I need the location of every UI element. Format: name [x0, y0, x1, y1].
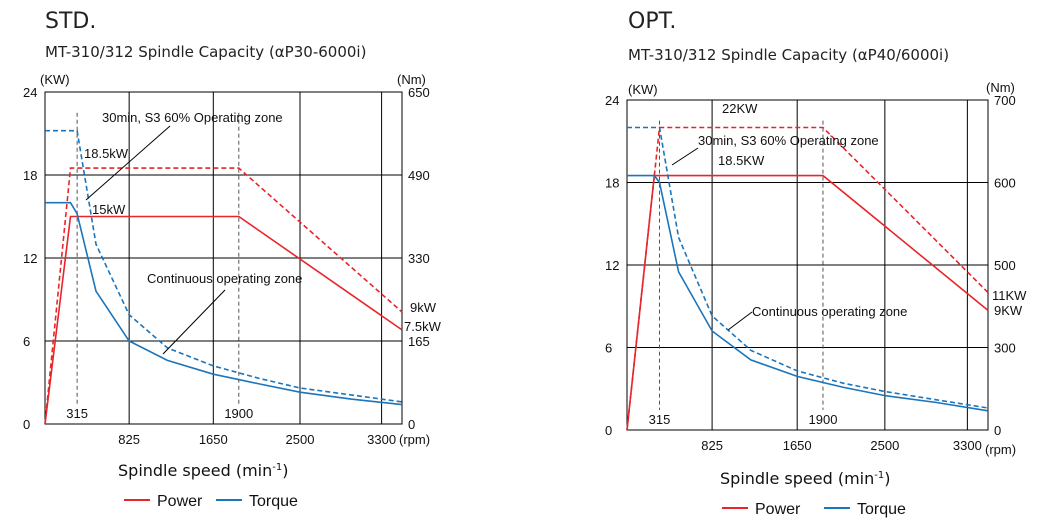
std-chart: STD. MT-310/312 Spindle Capacity (αP30-6…	[23, 9, 442, 510]
std-zone-s3-label: 30min, S3 60% Operating zone	[102, 110, 283, 125]
std-y-left-tick-label: 18	[23, 168, 37, 183]
opt-y-right-tick-label: 500	[994, 258, 1016, 273]
std-x-unit: (rpm)	[399, 432, 430, 447]
std-y-right-tick-label: 650	[408, 85, 430, 100]
std-y-right-tick-label: 490	[408, 168, 430, 183]
opt-y-right-tick-label: 700	[994, 93, 1016, 108]
std-marker-label: 1900	[224, 406, 253, 421]
opt-y-right-tick-label: 0	[994, 423, 1001, 438]
std-marker-label: 315	[66, 406, 88, 421]
std-y-right-tick-label: 0	[408, 417, 415, 432]
std-y-right-tick-label: 165	[408, 334, 430, 349]
std-plot-area: 0 6 12 18 24 0 165 330 490 650 825 1650 2500 3300 315 1…	[23, 85, 430, 447]
std-y-left-tick-label: 12	[23, 251, 37, 266]
opt-torque-dashed-curve	[627, 126, 989, 409]
opt-right-unit: (Nm)	[986, 80, 1015, 95]
std-title: MT-310/312 Spindle Capacity (αP30-6000i)	[45, 43, 366, 61]
opt-x-tick-label: 2500	[870, 438, 899, 453]
std-power-cont-label: 15kW	[92, 202, 126, 217]
std-power-s3-label: 18.5kW	[84, 146, 129, 161]
opt-y-left-tick-label: 18	[605, 176, 619, 191]
std-y-right-tick-label: 330	[408, 251, 430, 266]
std-zone-s3-pointer	[85, 125, 171, 201]
std-left-unit: (KW)	[40, 72, 70, 87]
opt-y-left-tick-label: 24	[605, 93, 619, 108]
opt-x-unit: (rpm)	[985, 442, 1016, 457]
opt-zone-continuous-pointer	[727, 311, 753, 331]
opt-power-end-cont-label: 9KW	[994, 303, 1023, 318]
opt-power-s3-label: 22KW	[722, 101, 758, 116]
opt-power-end-s3-label: 11KW	[992, 288, 1027, 303]
std-y-left-tick-label: 24	[23, 85, 37, 100]
opt-power-cont-label: 18.5KW	[718, 153, 765, 168]
opt-y-right-tick-label: 300	[994, 341, 1016, 356]
std-right-unit: (Nm)	[397, 72, 426, 87]
opt-title: MT-310/312 Spindle Capacity (αP40/6000i)	[628, 46, 949, 64]
std-legend-torque-label: Torque	[249, 493, 298, 510]
opt-legend: Power Torque	[722, 501, 906, 518]
opt-legend-power-label: Power	[755, 501, 801, 518]
opt-y-right-tick-label: 600	[994, 176, 1016, 191]
opt-zone-s3-pointer	[671, 147, 699, 166]
opt-plot-area: 0 6 12 18 24 0 300 500 600 700 825 1650 2500 3300 315 1…	[605, 93, 1016, 453]
opt-left-unit: (KW)	[628, 82, 658, 97]
opt-legend-torque-label: Torque	[857, 501, 906, 518]
opt-y-left-tick-label: 0	[605, 423, 612, 438]
std-power-end-s3-label: 9kW	[410, 300, 437, 315]
std-torque-solid-curve	[45, 201, 403, 406]
std-x-axis-title: Spindle speed (min-1)	[118, 461, 289, 480]
std-torque-dashed-curve	[45, 129, 403, 403]
opt-x-axis-title: Spindle speed (min-1)	[720, 469, 891, 488]
opt-x-tick-label: 1650	[783, 438, 812, 453]
std-legend: Power Torque	[124, 493, 298, 510]
opt-chart: OPT. MT-310/312 Spindle Capacity (αP40/6…	[605, 9, 1027, 518]
std-x-tick-label: 1650	[199, 432, 228, 447]
opt-marker-label: 1900	[809, 412, 838, 427]
std-power-solid-curve	[44, 215, 403, 425]
opt-heading: OPT.	[628, 9, 676, 34]
opt-x-tick-label: 825	[701, 438, 723, 453]
opt-y-left-tick-label: 6	[605, 341, 612, 356]
opt-zone-s3-label: 30min, S3 60% Operating zone	[698, 133, 879, 148]
opt-torque-solid-curve	[627, 174, 989, 412]
opt-marker-label: 315	[649, 412, 671, 427]
std-x-tick-label: 3300	[367, 432, 396, 447]
opt-power-solid-curve	[626, 174, 989, 431]
opt-y-left-tick-label: 12	[605, 258, 619, 273]
std-y-left-tick-label: 6	[23, 334, 30, 349]
std-legend-power-label: Power	[157, 493, 203, 510]
opt-zone-continuous-label: Continuous operating zone	[752, 304, 907, 319]
std-zone-continuous-pointer	[162, 289, 226, 355]
std-zone-continuous-label: Continuous operating zone	[147, 271, 302, 286]
std-power-end-cont-label: 7.5kW	[404, 319, 442, 334]
opt-power-dashed-curve	[626, 126, 989, 431]
std-power-dashed-curve	[44, 167, 403, 425]
std-heading: STD.	[45, 9, 96, 34]
opt-x-tick-label: 3300	[953, 438, 982, 453]
std-x-tick-label: 825	[118, 432, 140, 447]
std-x-tick-label: 2500	[286, 432, 315, 447]
std-y-left-tick-label: 0	[23, 417, 30, 432]
